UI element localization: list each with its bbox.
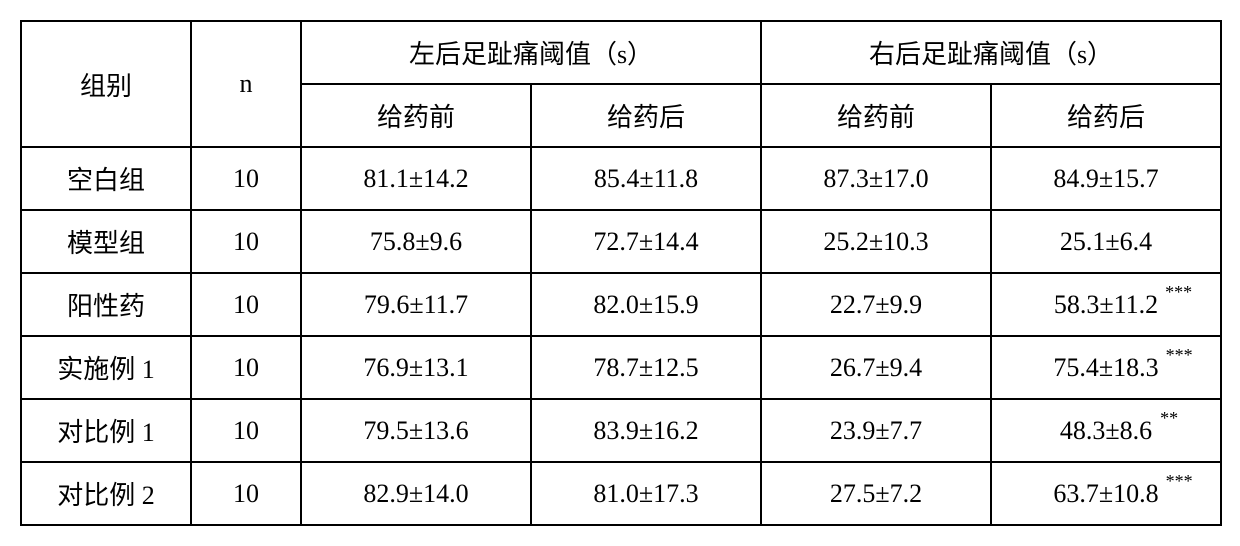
table-row: 实施例 1 10 76.9±13.1 78.7±12.5 26.7±9.4 75…: [21, 336, 1221, 399]
cell-rb: 23.9±7.7: [761, 399, 991, 462]
data-table: 组别 n 左后足趾痛阈值（s） 右后足趾痛阈值（s） 给药前 给药后 给药前 给…: [20, 20, 1222, 526]
cell-lb: 79.6±11.7: [301, 273, 531, 336]
header-right-after: 给药后: [991, 84, 1221, 147]
cell-ra-val: 58.3±11.2: [1054, 290, 1158, 319]
table-row: 对比例 2 10 82.9±14.0 81.0±17.3 27.5±7.2 63…: [21, 462, 1221, 525]
cell-ra-val: 25.1±6.4: [1060, 227, 1152, 256]
header-right-title: 右后足趾痛阈值（s）: [761, 21, 1221, 84]
cell-group: 模型组: [21, 210, 191, 273]
cell-n: 10: [191, 210, 301, 273]
header-group: 组别: [21, 21, 191, 147]
cell-ra: 58.3±11.2 ***: [991, 273, 1221, 336]
cell-lb: 81.1±14.2: [301, 147, 531, 210]
cell-ra-val: 75.4±18.3: [1053, 353, 1158, 382]
cell-rb: 27.5±7.2: [761, 462, 991, 525]
header-n: n: [191, 21, 301, 147]
cell-n: 10: [191, 462, 301, 525]
header-left-before: 给药前: [301, 84, 531, 147]
cell-n: 10: [191, 147, 301, 210]
table-body: 空白组 10 81.1±14.2 85.4±11.8 87.3±17.0 84.…: [21, 147, 1221, 525]
cell-rb: 26.7±9.4: [761, 336, 991, 399]
cell-ra-sup: **: [1160, 408, 1178, 429]
cell-la: 78.7±12.5: [531, 336, 761, 399]
cell-la: 81.0±17.3: [531, 462, 761, 525]
cell-rb: 87.3±17.0: [761, 147, 991, 210]
cell-ra-sup: ***: [1166, 471, 1193, 492]
cell-la: 83.9±16.2: [531, 399, 761, 462]
cell-lb: 82.9±14.0: [301, 462, 531, 525]
header-row-1: 组别 n 左后足趾痛阈值（s） 右后足趾痛阈值（s）: [21, 21, 1221, 84]
cell-ra-val: 48.3±8.6: [1060, 416, 1152, 445]
cell-lb: 75.8±9.6: [301, 210, 531, 273]
cell-ra: 48.3±8.6 **: [991, 399, 1221, 462]
cell-ra-sup: ***: [1166, 345, 1193, 366]
cell-ra: 63.7±10.8 ***: [991, 462, 1221, 525]
table-row: 模型组 10 75.8±9.6 72.7±14.4 25.2±10.3 25.1…: [21, 210, 1221, 273]
cell-group: 对比例 1: [21, 399, 191, 462]
cell-n: 10: [191, 336, 301, 399]
header-left-after: 给药后: [531, 84, 761, 147]
cell-n: 10: [191, 399, 301, 462]
cell-ra: 84.9±15.7: [991, 147, 1221, 210]
cell-group: 实施例 1: [21, 336, 191, 399]
cell-rb: 25.2±10.3: [761, 210, 991, 273]
header-right-before: 给药前: [761, 84, 991, 147]
cell-la: 72.7±14.4: [531, 210, 761, 273]
cell-la: 85.4±11.8: [531, 147, 761, 210]
cell-lb: 76.9±13.1: [301, 336, 531, 399]
cell-ra: 75.4±18.3 ***: [991, 336, 1221, 399]
cell-lb: 79.5±13.6: [301, 399, 531, 462]
cell-ra-sup: ***: [1165, 282, 1192, 303]
cell-group: 空白组: [21, 147, 191, 210]
table-row: 对比例 1 10 79.5±13.6 83.9±16.2 23.9±7.7 48…: [21, 399, 1221, 462]
cell-ra-val: 63.7±10.8: [1053, 479, 1158, 508]
table-row: 空白组 10 81.1±14.2 85.4±11.8 87.3±17.0 84.…: [21, 147, 1221, 210]
cell-ra-val: 84.9±15.7: [1053, 164, 1158, 193]
cell-ra: 25.1±6.4: [991, 210, 1221, 273]
header-left-title: 左后足趾痛阈值（s）: [301, 21, 761, 84]
cell-group: 对比例 2: [21, 462, 191, 525]
table-row: 阳性药 10 79.6±11.7 82.0±15.9 22.7±9.9 58.3…: [21, 273, 1221, 336]
cell-group: 阳性药: [21, 273, 191, 336]
cell-n: 10: [191, 273, 301, 336]
cell-la: 82.0±15.9: [531, 273, 761, 336]
cell-rb: 22.7±9.9: [761, 273, 991, 336]
